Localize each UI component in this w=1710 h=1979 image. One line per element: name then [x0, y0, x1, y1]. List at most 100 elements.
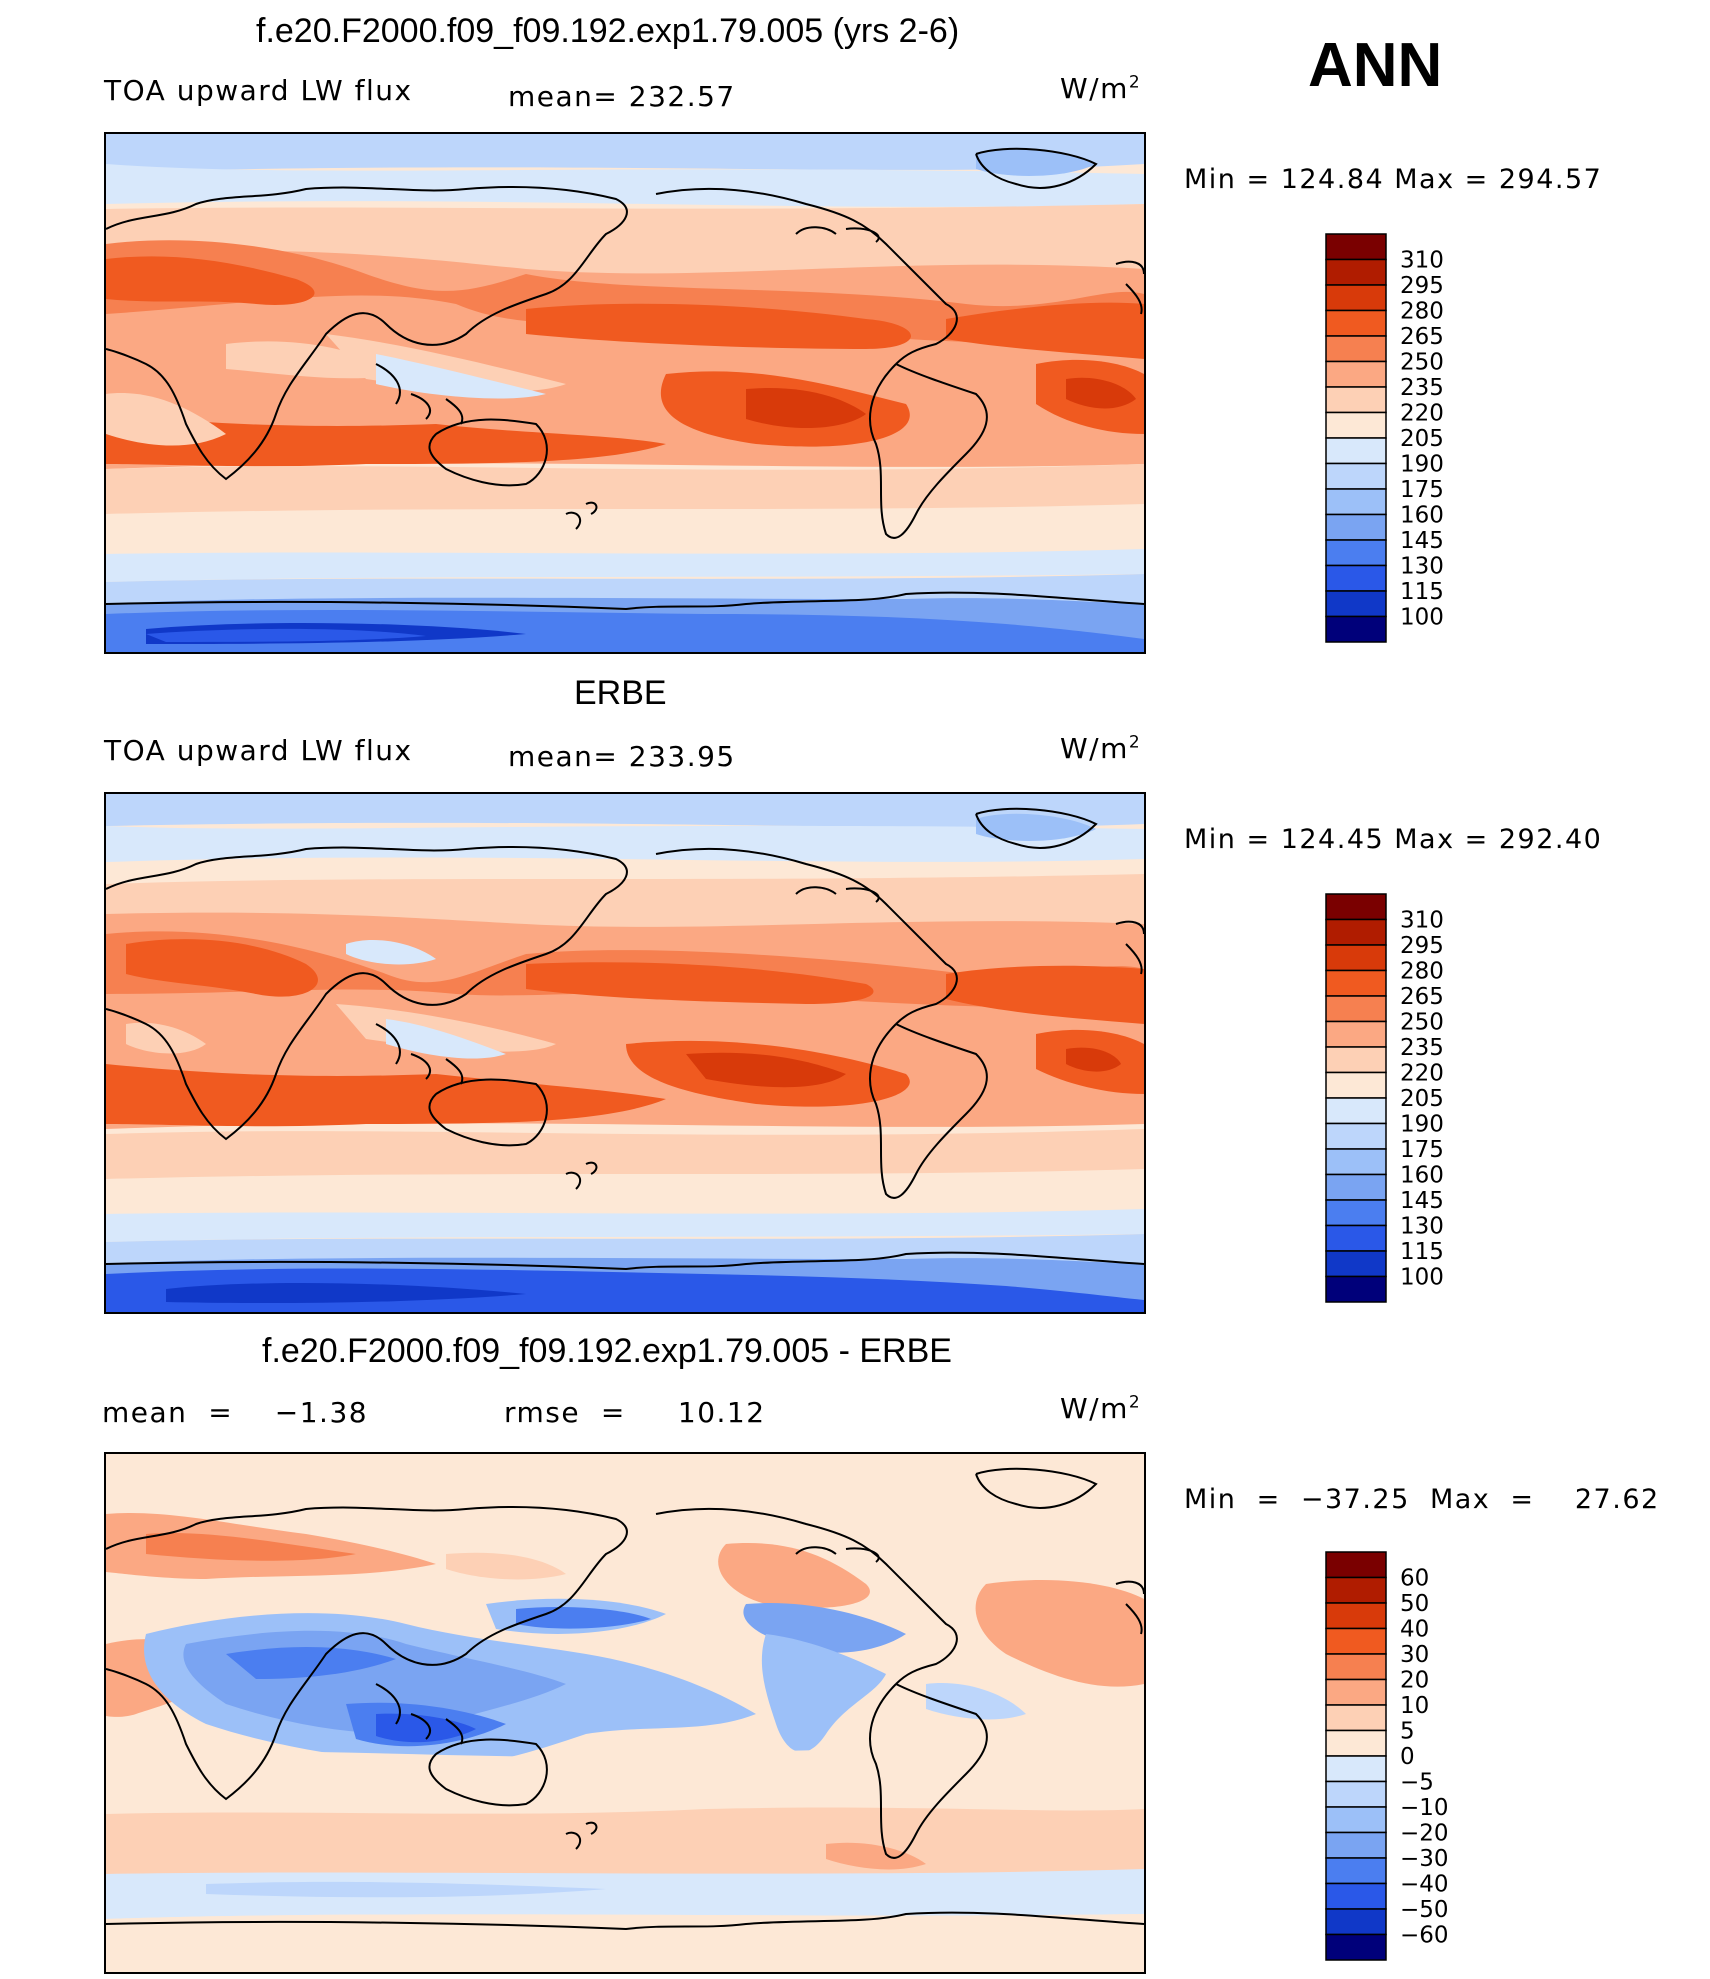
colorbar-level-label: 60	[1400, 1566, 1429, 1592]
panel3-title: f.e20.F2000.f09_f09.192.exp1.79.005 - ER…	[262, 1332, 952, 1370]
colorbar-level-label: 175	[1400, 477, 1444, 503]
colorbar-level-label: −10	[1400, 1795, 1449, 1821]
panel2-colorbar-svg: 3102952802652502352202051901751601451301…	[1325, 893, 1444, 1303]
colorbar-box	[1325, 1020, 1387, 1048]
colorbar-box	[1325, 1602, 1387, 1630]
colorbar-box	[1325, 462, 1387, 490]
colorbar-box	[1325, 1576, 1387, 1604]
season-label: ANN	[1308, 31, 1443, 100]
panel3-coastlines	[106, 1467, 1144, 1931]
colorbar-level-label: −40	[1400, 1872, 1449, 1898]
colorbar-box	[1325, 1224, 1387, 1252]
colorbar-box	[1325, 1806, 1387, 1834]
colorbar-box	[1325, 918, 1387, 946]
colorbar-level-label: 265	[1400, 324, 1444, 350]
colorbar-level-label: 40	[1400, 1617, 1429, 1643]
panel1-field	[106, 134, 1144, 652]
colorbar-box	[1325, 1250, 1387, 1278]
colorbar-box	[1325, 1199, 1387, 1227]
panel2-colorbar: 310 295 280 265 250 235 220 205 190 175 160 145 130 1…	[1324, 892, 1494, 1303]
colorbar-level-label: 130	[1400, 1214, 1444, 1240]
colorbar-level-label: 115	[1400, 1239, 1444, 1265]
colorbar-level-label: 100	[1400, 605, 1444, 631]
colorbar-level-label: 145	[1400, 1188, 1444, 1214]
colorbar-box	[1325, 1908, 1387, 1936]
colorbar-level-label: 160	[1400, 1163, 1444, 1189]
colorbar-box	[1325, 969, 1387, 997]
panel1-colorbar-svg: 3102952802652502352202051901751601451301…	[1325, 233, 1444, 643]
panel2-map	[104, 792, 1146, 1314]
panel3-rmse-label: rmse = 10.12	[504, 1396, 766, 1429]
colorbar-box	[1325, 1653, 1387, 1681]
colorbar-level-label: 175	[1400, 1137, 1444, 1163]
panel3-mean-label: mean = −1.38	[102, 1396, 369, 1429]
colorbar-level-label: 220	[1400, 401, 1444, 427]
colorbar-level-label: 100	[1400, 1265, 1444, 1291]
panel1-title: f.e20.F2000.f09_f09.192.exp1.79.005 (yrs…	[256, 12, 960, 50]
panel2-coastlines	[106, 807, 1144, 1271]
colorbar-level-label: 205	[1400, 1086, 1444, 1112]
colorbar-level-label: 220	[1400, 1061, 1444, 1087]
colorbar-box	[1325, 944, 1387, 972]
colorbar-box	[1325, 1933, 1387, 1961]
colorbar-box	[1325, 1857, 1387, 1885]
colorbar-level-label: 265	[1400, 984, 1444, 1010]
colorbar-box	[1325, 360, 1387, 388]
colorbar-box	[1325, 1882, 1387, 1910]
colorbar-level-label: 115	[1400, 579, 1444, 605]
colorbar-box	[1325, 437, 1387, 465]
colorbar-level-label: −5	[1400, 1770, 1434, 1796]
colorbar-level-label: 160	[1400, 503, 1444, 529]
panel1-coastlines	[106, 147, 1144, 611]
colorbar-level-label: 145	[1400, 528, 1444, 554]
colorbar-box	[1325, 1122, 1387, 1150]
colorbar-box	[1325, 1551, 1387, 1579]
colorbar-box	[1325, 1173, 1387, 1201]
colorbar-box	[1325, 1831, 1387, 1859]
colorbar-level-label: −30	[1400, 1846, 1449, 1872]
colorbar-box	[1325, 1046, 1387, 1074]
panel2-variable-label: TOA upward LW flux	[104, 734, 413, 767]
colorbar-box	[1325, 1704, 1387, 1732]
colorbar-box	[1325, 1678, 1387, 1706]
colorbar-box	[1325, 258, 1387, 286]
colorbar-level-label: 50	[1400, 1591, 1429, 1617]
panel2-field	[106, 794, 1144, 1312]
colorbar-level-label: 295	[1400, 933, 1444, 959]
colorbar-level-label: 310	[1400, 908, 1444, 934]
colorbar-box	[1325, 233, 1387, 261]
panel3-min-max: Min = −37.25 Max = 27.62	[1184, 1484, 1660, 1515]
colorbar-box	[1325, 1729, 1387, 1757]
colorbar-box	[1325, 284, 1387, 312]
colorbar-level-label: 190	[1400, 1112, 1444, 1138]
colorbar-box	[1325, 1627, 1387, 1655]
panel2-min-max: Min = 124.45 Max = 292.40	[1184, 824, 1603, 855]
colorbar-level-label: −60	[1400, 1923, 1449, 1949]
colorbar-box	[1325, 893, 1387, 921]
colorbar-box	[1325, 1071, 1387, 1099]
colorbar-box	[1325, 995, 1387, 1023]
panel3-units-label: W/m2	[1060, 1392, 1142, 1425]
colorbar-level-label: 190	[1400, 452, 1444, 478]
colorbar-level-label: 0	[1400, 1744, 1415, 1770]
colorbar-box	[1325, 309, 1387, 337]
colorbar-box	[1325, 564, 1387, 592]
colorbar-level-label: 280	[1400, 959, 1444, 985]
colorbar-box	[1325, 590, 1387, 618]
colorbar-level-label: −50	[1400, 1897, 1449, 1923]
colorbar-level-label: 280	[1400, 299, 1444, 325]
colorbar-box	[1325, 488, 1387, 516]
panel2-units-label: W/m2	[1060, 732, 1142, 765]
colorbar-level-label: 295	[1400, 273, 1444, 299]
panel1-colorbar: 310 295 280 265 250 235 220 205 190 175 160 145 130 1…	[1324, 232, 1494, 643]
colorbar-box	[1325, 1097, 1387, 1125]
colorbar-box	[1325, 386, 1387, 414]
colorbar-level-label: 250	[1400, 350, 1444, 376]
colorbar-box	[1325, 1780, 1387, 1808]
colorbar-level-label: 205	[1400, 426, 1444, 452]
panel1-variable-label: TOA upward LW flux	[104, 74, 413, 107]
panel3-map	[104, 1452, 1146, 1974]
colorbar-level-label: 235	[1400, 375, 1444, 401]
colorbar-level-label: 20	[1400, 1668, 1429, 1694]
colorbar-box	[1325, 615, 1387, 643]
